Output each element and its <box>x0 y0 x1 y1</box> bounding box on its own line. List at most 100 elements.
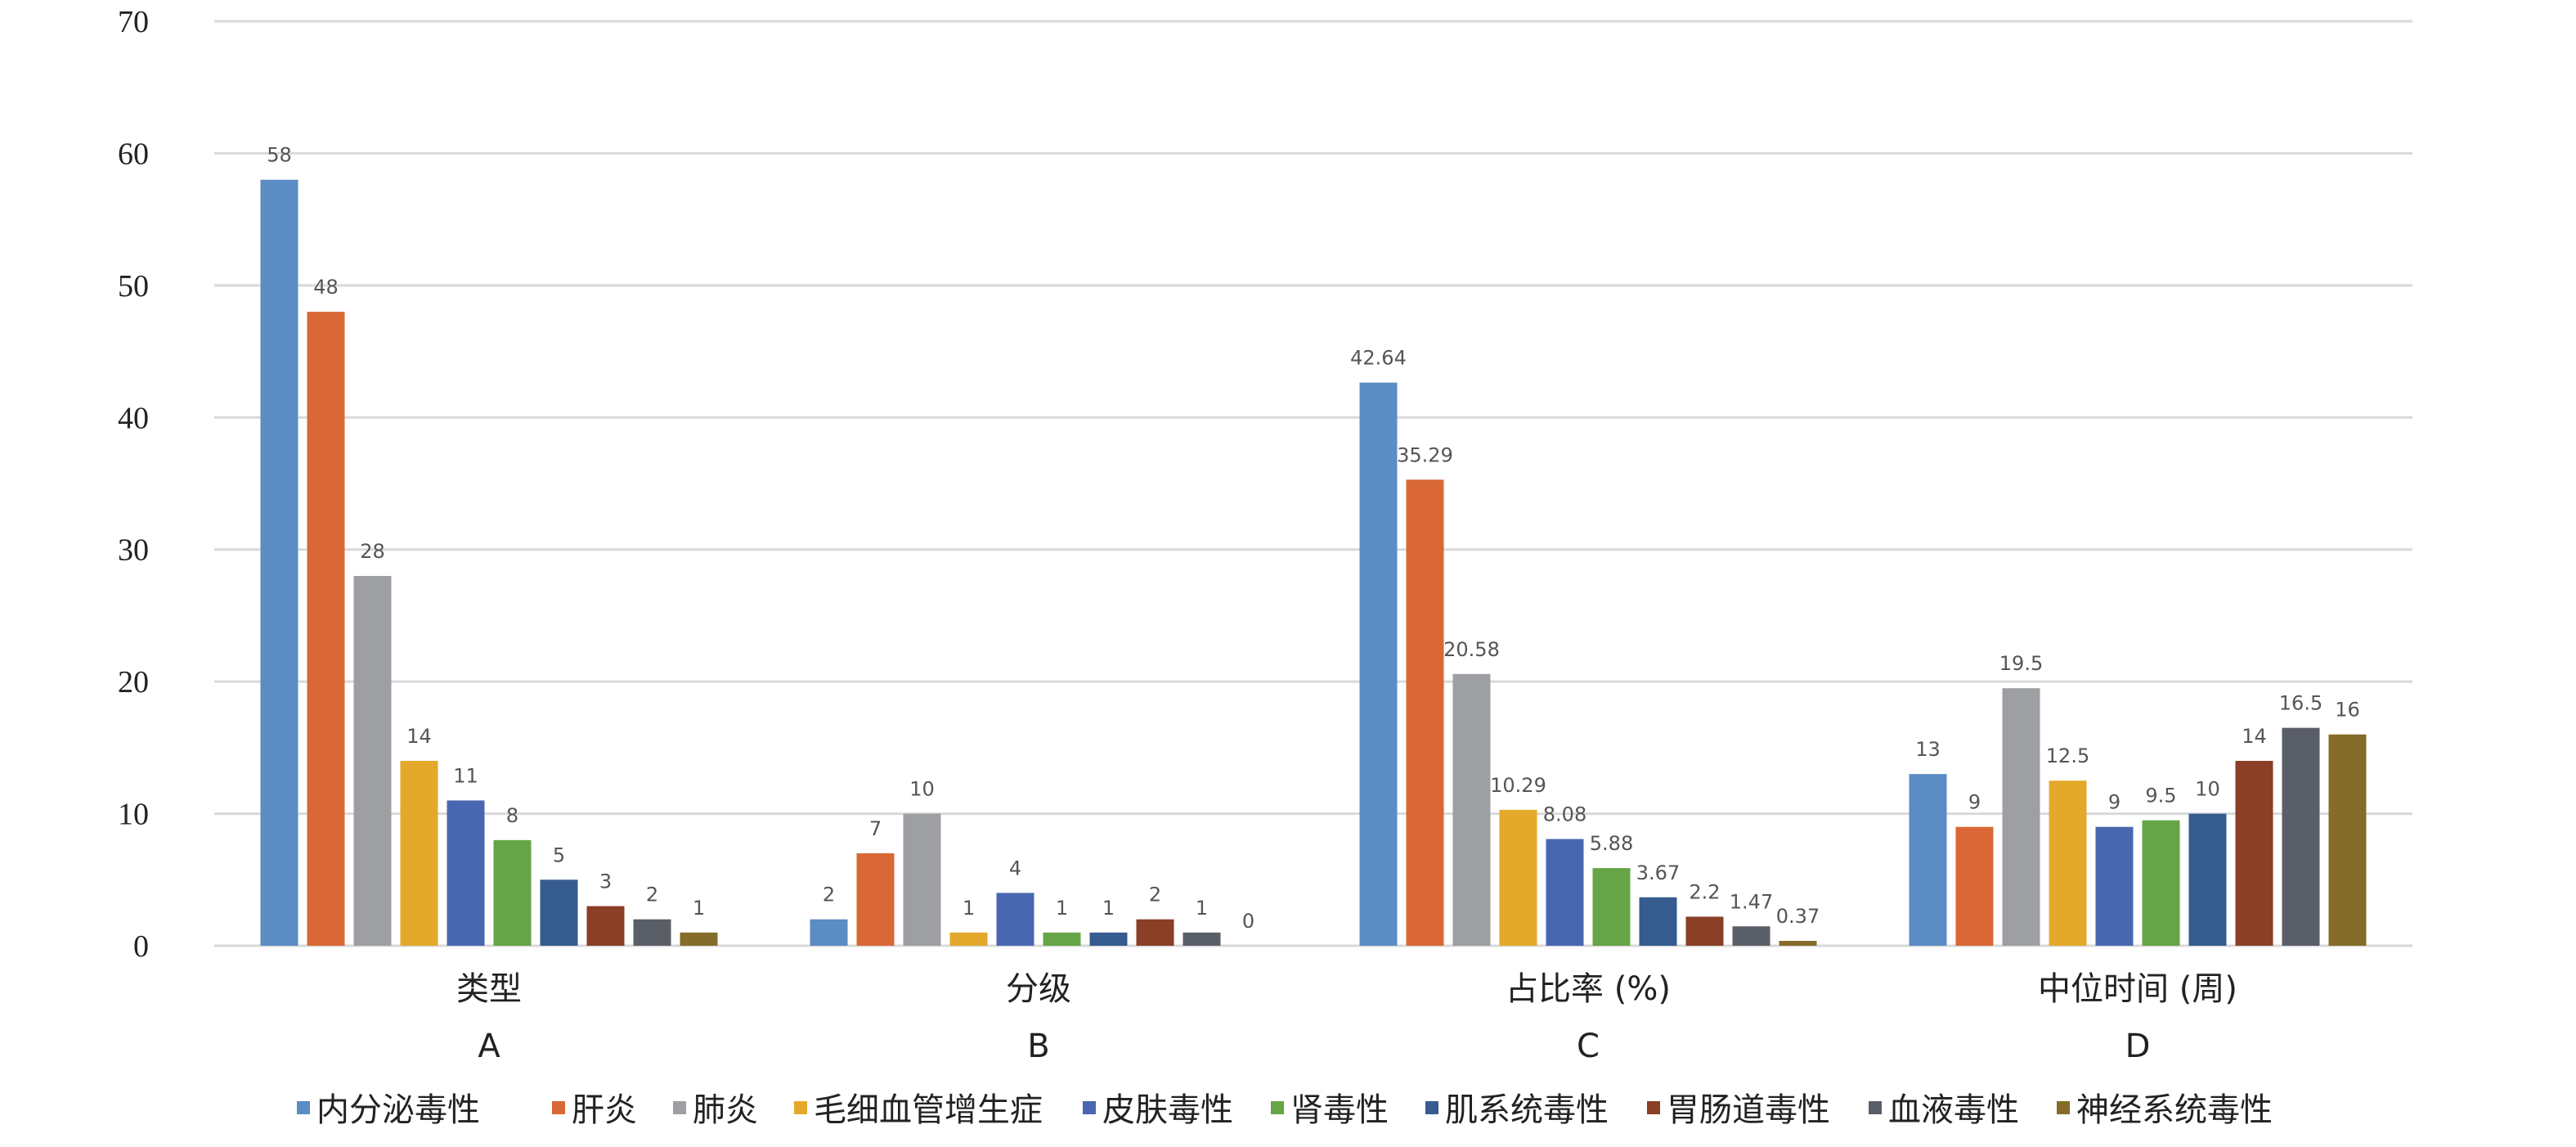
category-label: 中位时间 (周) <box>2038 970 2237 1008</box>
bar <box>447 800 485 946</box>
data-label: 35.29 <box>1397 443 1453 466</box>
legend-swatch <box>1647 1101 1660 1114</box>
bar <box>2002 688 2040 946</box>
legend-entry: 神经系统毒性 <box>2076 1091 2273 1129</box>
data-label: 16.5 <box>2279 692 2322 715</box>
bar <box>996 893 1034 946</box>
legend-entry: 内分泌毒性 <box>316 1091 480 1129</box>
data-label: 1 <box>1196 897 1208 920</box>
data-label: 7 <box>869 817 882 840</box>
data-label: 13 <box>1915 738 1941 761</box>
bar <box>680 932 718 946</box>
y-tick-label: 0 <box>133 929 149 964</box>
bar <box>2282 727 2320 946</box>
legend-swatch <box>673 1101 686 1114</box>
legend-swatch <box>794 1101 807 1114</box>
legend-swatch <box>1271 1101 1284 1114</box>
data-label: 42.64 <box>1350 347 1407 370</box>
legend-swatch <box>297 1101 310 1114</box>
bar <box>1359 382 1398 946</box>
data-label: 2 <box>823 884 835 906</box>
data-label: 48 <box>313 276 339 299</box>
y-tick-label: 50 <box>118 269 149 304</box>
legend-entry: 胃肠道毒性 <box>1667 1091 1830 1129</box>
data-label: 10 <box>909 778 935 801</box>
data-label: 12.5 <box>2046 744 2089 767</box>
legend-entry: 肾毒性 <box>1290 1091 1389 1129</box>
bar <box>353 576 392 946</box>
data-label: 1.47 <box>1730 890 1773 913</box>
data-label: 1 <box>963 897 975 920</box>
bar <box>2328 734 2367 946</box>
data-label: 11 <box>453 764 478 787</box>
data-label: 3 <box>599 870 612 893</box>
data-label: 9 <box>1968 791 1981 814</box>
data-label: 16 <box>2335 699 2360 722</box>
bar <box>400 761 438 946</box>
legend-entry: 肺炎 <box>693 1091 758 1129</box>
legend-entry: 肝炎 <box>572 1091 637 1129</box>
bar <box>1452 673 1491 946</box>
bar <box>2188 813 2227 946</box>
data-label: 9 <box>2108 791 2120 814</box>
category-label: 占比率 (%) <box>1506 970 1671 1008</box>
data-label: 8 <box>506 804 518 827</box>
bar <box>586 906 625 946</box>
data-label: 0.37 <box>1776 905 1820 928</box>
legend-entry: 血液毒性 <box>1888 1091 2019 1129</box>
data-label: 3.67 <box>1636 861 1680 884</box>
data-label: 5.88 <box>1590 832 1633 855</box>
data-label: 58 <box>267 144 292 167</box>
bar <box>1499 809 1537 946</box>
data-label: 28 <box>360 540 385 563</box>
bar <box>2095 826 2134 946</box>
data-label: 8.08 <box>1543 803 1586 826</box>
data-label: 2.2 <box>1689 880 1720 903</box>
bar <box>540 879 578 946</box>
bar <box>810 919 848 946</box>
data-label: 9.5 <box>2145 785 2176 807</box>
legend-swatch <box>552 1101 565 1114</box>
data-label: 1 <box>693 897 705 920</box>
data-label: 0 <box>1242 910 1254 933</box>
legend-swatch <box>1083 1101 1096 1114</box>
data-label: 5 <box>553 843 565 866</box>
panel-label: D <box>2125 1028 2151 1065</box>
y-tick-label: 60 <box>118 137 149 171</box>
bar <box>260 179 298 946</box>
bar <box>903 813 941 946</box>
bar <box>1732 926 1770 946</box>
data-label: 19.5 <box>1999 652 2043 675</box>
bar <box>2235 761 2273 946</box>
bar <box>1685 916 1724 946</box>
bar <box>633 919 671 946</box>
category-label: 分级 <box>1006 970 1071 1008</box>
bar <box>307 312 345 947</box>
data-label: 2 <box>1149 884 1161 906</box>
legend-entry: 皮肤毒性 <box>1102 1091 1233 1129</box>
panel-label: A <box>478 1028 500 1065</box>
y-tick-label: 70 <box>118 5 149 39</box>
bar <box>1089 932 1128 946</box>
legend-swatch <box>2057 1101 2070 1114</box>
data-label: 14 <box>2242 725 2267 748</box>
bar <box>1592 868 1631 946</box>
legend-swatch <box>1869 1101 1882 1114</box>
bar <box>2142 820 2180 946</box>
category-label: 类型 <box>456 970 522 1008</box>
y-tick-label: 40 <box>118 401 149 435</box>
data-label: 2 <box>646 884 658 906</box>
bar <box>1909 774 1947 946</box>
panel-label: C <box>1577 1028 1600 1065</box>
bar <box>1639 897 1677 946</box>
data-label: 14 <box>406 725 432 748</box>
data-label: 10 <box>2195 778 2220 801</box>
bar <box>1546 839 1584 946</box>
data-label: 20.58 <box>1443 638 1500 661</box>
data-label: 1 <box>1102 897 1115 920</box>
bar <box>1136 919 1174 946</box>
legend-entry: 肌系统毒性 <box>1445 1091 1609 1129</box>
bar <box>1406 479 1444 946</box>
